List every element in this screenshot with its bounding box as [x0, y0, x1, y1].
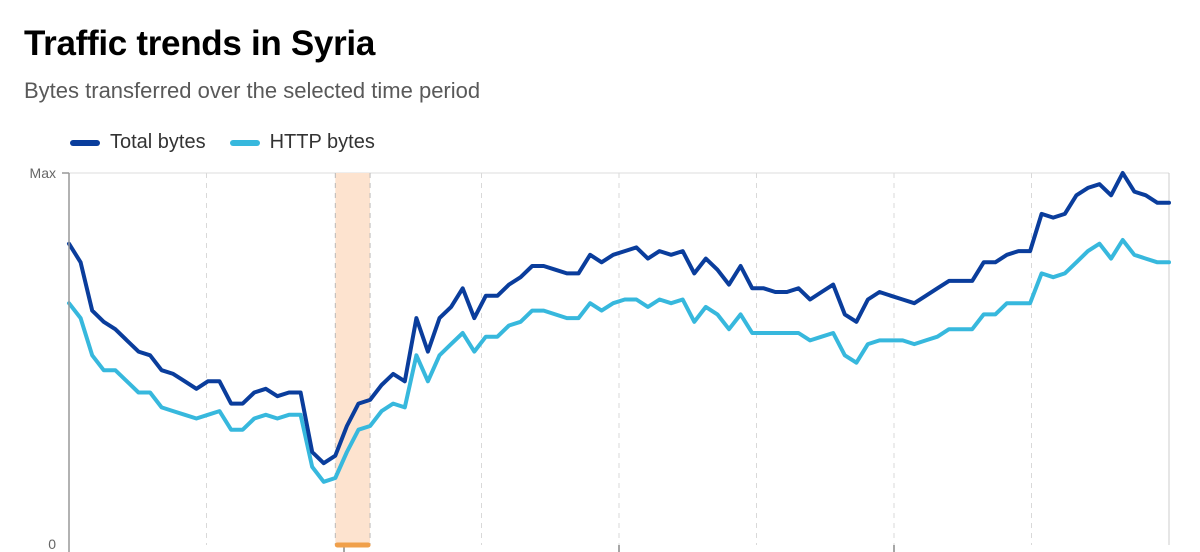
legend-item-total-bytes[interactable]: Total bytes: [70, 131, 206, 154]
series-line-total-bytes: [67, 171, 1171, 466]
legend-item-http-bytes[interactable]: HTTP bytes: [229, 131, 375, 154]
y-tick-label-zero: 0: [48, 536, 56, 552]
legend-swatch-http-bytes: [229, 139, 260, 146]
chart-title: Traffic trends in Syria: [24, 24, 375, 63]
chart-axes: [62, 172, 895, 552]
legend-label-http-bytes: HTTP bytes: [269, 131, 375, 153]
chart-grid: [69, 172, 1170, 545]
series-lines: [67, 171, 1171, 484]
chart-legend: Total bytes HTTP bytes: [70, 131, 375, 154]
chart-subtitle: Bytes transferred over the selected time…: [24, 78, 481, 103]
y-tick-label-max: Max: [30, 165, 56, 181]
highlight-band: [334, 173, 371, 545]
series-line-http-bytes: [67, 238, 1171, 484]
legend-swatch-total-bytes: [70, 139, 100, 146]
legend-label-total-bytes: Total bytes: [110, 131, 206, 153]
highlight-region: [335, 173, 371, 545]
